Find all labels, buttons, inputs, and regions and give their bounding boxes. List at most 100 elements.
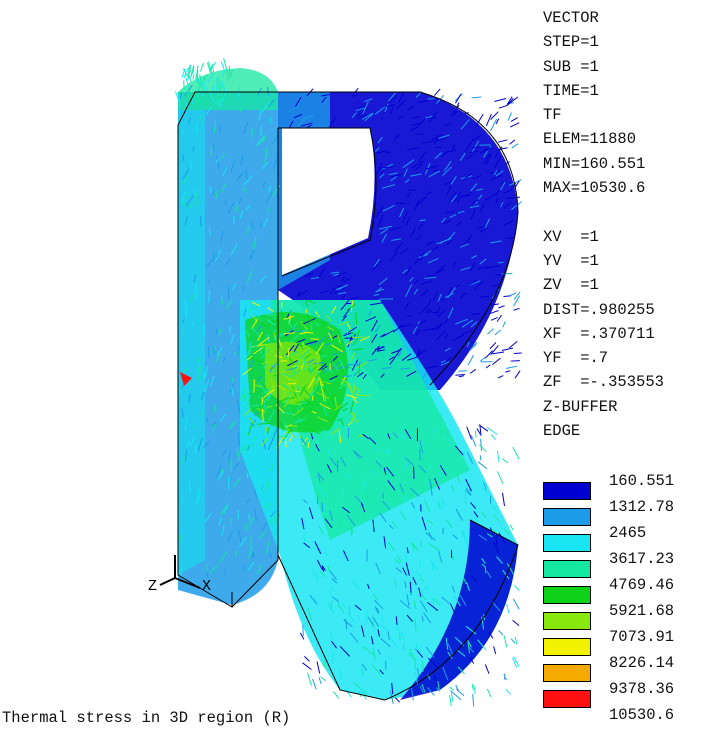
- vector-arrow: [414, 279, 419, 285]
- vector-arrow: [321, 565, 326, 571]
- vector-arrow: [474, 516, 480, 525]
- vector-arrow: [393, 324, 404, 333]
- vector-arrow: [381, 367, 392, 370]
- vector-arrow: [325, 314, 332, 322]
- vector-arrows: [175, 58, 522, 707]
- vector-arrow: [229, 70, 234, 78]
- vector-arrow: [420, 280, 433, 285]
- vector-arrow: [426, 240, 434, 246]
- vector-arrow: [446, 430, 449, 439]
- vector-arrow: [464, 489, 472, 496]
- vector-arrow: [219, 125, 221, 134]
- vector-arrow: [492, 351, 505, 355]
- vector-arrow: [238, 197, 242, 205]
- vector-arrow: [388, 96, 398, 103]
- vector-arrow: [271, 428, 278, 441]
- vector-arrow: [203, 78, 206, 91]
- vector-arrow: [240, 105, 243, 113]
- legend-swatch: [543, 508, 591, 526]
- vector-arrow: [295, 400, 309, 404]
- vector-arrow: [425, 308, 432, 311]
- vector-arrow: [250, 249, 256, 258]
- vector-arrow: [270, 425, 277, 427]
- vector-arrow: [422, 140, 434, 145]
- vector-arrow: [399, 433, 405, 441]
- vector-arrow: [316, 484, 326, 497]
- vector-arrow: [285, 326, 297, 335]
- vector-arrow: [219, 92, 224, 102]
- vector-arrow: [498, 630, 504, 636]
- vector-arrow: [501, 458, 509, 464]
- vector-arrow: [498, 305, 505, 309]
- vector-arrow: [462, 172, 473, 181]
- vector-arrow: [359, 336, 371, 342]
- vector-arrow: [382, 492, 384, 499]
- vector-arrow: [506, 603, 510, 614]
- vector-arrow: [451, 144, 456, 151]
- vector-arrow: [375, 460, 382, 468]
- vector-arrow: [505, 688, 511, 695]
- vector-arrow: [220, 505, 228, 516]
- vector-arrow: [273, 332, 277, 341]
- vector-arrow: [479, 258, 487, 265]
- vector-arrow: [319, 381, 324, 387]
- vector-arrow: [500, 180, 506, 185]
- vector-arrow: [303, 401, 311, 410]
- vector-arrow: [194, 443, 197, 454]
- vector-arrow: [265, 192, 273, 204]
- vector-arrow: [461, 329, 473, 335]
- vector-arrow: [331, 397, 336, 411]
- vector-arrow: [406, 370, 417, 377]
- vector-arrow: [444, 123, 450, 127]
- vector-arrow: [262, 313, 275, 317]
- vector-arrow: [328, 332, 333, 341]
- vector-arrow: [457, 210, 465, 214]
- vector-arrow: [401, 269, 408, 274]
- vector-arrow: [449, 603, 456, 614]
- vector-arrow: [498, 104, 508, 109]
- vector-arrow: [472, 175, 482, 180]
- vector-arrow: [426, 519, 434, 525]
- vector-arrow: [273, 331, 286, 338]
- vector-arrow: [318, 677, 322, 685]
- vector-arrow: [296, 358, 304, 362]
- vector-arrow: [505, 370, 511, 373]
- vector-arrow: [398, 346, 404, 358]
- vector-arrow: [477, 639, 487, 651]
- vector-arrow: [260, 125, 262, 137]
- coordinate-triad: Z X: [148, 555, 211, 595]
- vector-arrow: [347, 323, 351, 330]
- vector-arrow: [215, 353, 222, 362]
- vector-arrow: [326, 601, 335, 614]
- legend-value: 1312.78: [609, 498, 675, 516]
- vector-arrow: [470, 434, 477, 447]
- vector-arrow: [492, 601, 501, 612]
- vector-arrow: [208, 61, 213, 75]
- vector-arrow: [210, 84, 214, 96]
- vector-arrow: [197, 356, 201, 369]
- vector-arrow: [419, 440, 424, 454]
- vector-arrow: [411, 542, 419, 551]
- vector-arrow: [446, 210, 455, 214]
- vector-arrow: [216, 347, 223, 357]
- vector-arrow: [299, 632, 305, 640]
- vector-arrow: [259, 275, 266, 283]
- vector-arrow: [183, 173, 189, 185]
- vector-arrow: [414, 163, 423, 171]
- vector-arrow: [209, 63, 214, 72]
- vector-arrow: [319, 377, 323, 391]
- info-line: TF: [543, 106, 562, 125]
- vector-arrow: [351, 395, 358, 404]
- vector-arrow: [453, 110, 458, 116]
- vector-arrow: [247, 561, 255, 572]
- vector-arrow: [341, 294, 346, 300]
- legend-swatch: [543, 586, 591, 604]
- vector-arrow: [338, 292, 346, 295]
- vector-arrow: [253, 411, 259, 417]
- vector-arrow: [513, 585, 520, 591]
- vector-arrow: [345, 338, 351, 343]
- info-line: ZV =1: [543, 276, 599, 295]
- vector-arrow: [267, 438, 274, 451]
- vector-arrow: [320, 676, 327, 682]
- vector-arrow: [319, 402, 331, 410]
